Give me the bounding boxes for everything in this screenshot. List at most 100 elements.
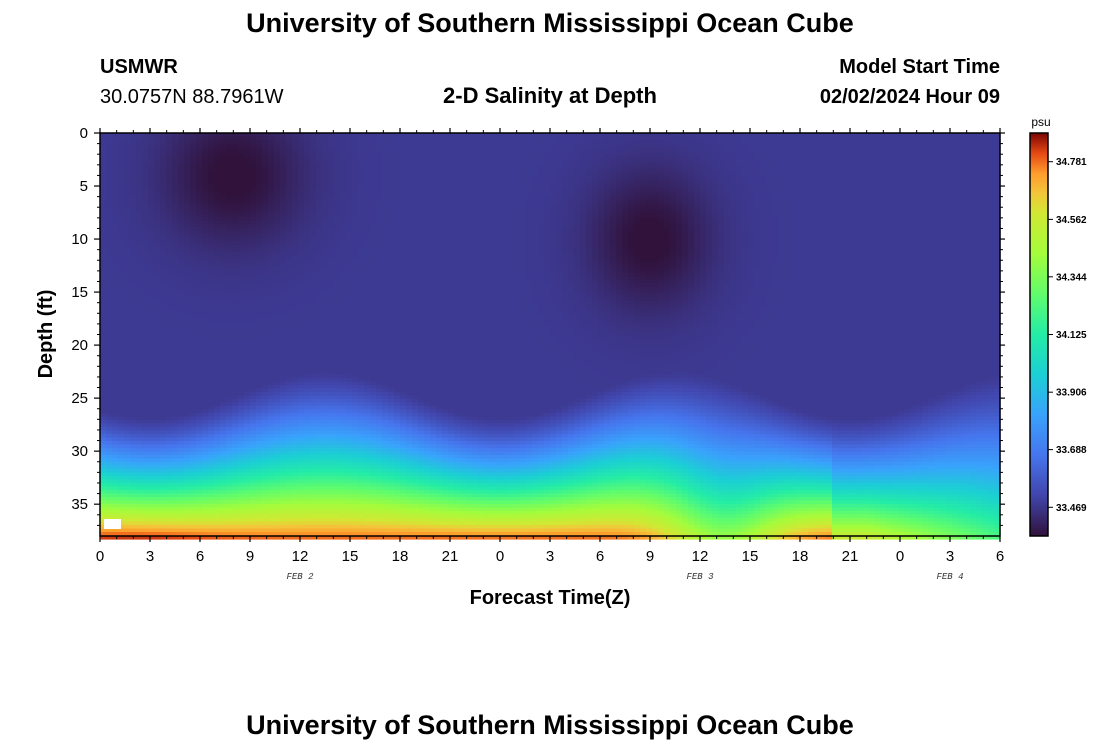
heatmap-cell <box>244 150 251 155</box>
heatmap-cell <box>160 154 167 159</box>
heatmap-cell <box>232 241 239 246</box>
heatmap-cell <box>616 150 623 155</box>
heatmap-cell <box>196 175 203 180</box>
heatmap-cell <box>166 168 173 173</box>
heatmap-cell <box>706 224 713 229</box>
heatmap-cell <box>982 227 989 232</box>
heatmap-cell <box>550 196 557 201</box>
heatmap-cell <box>838 161 845 166</box>
heatmap-cell <box>166 171 173 176</box>
heatmap-cell <box>844 245 851 250</box>
heatmap-cell <box>394 157 401 162</box>
heatmap-cell <box>868 196 875 201</box>
heatmap-cell <box>520 147 527 152</box>
heatmap-cell <box>502 238 509 243</box>
heatmap-cell <box>418 245 425 250</box>
heatmap-cell <box>310 224 317 229</box>
heatmap-cell <box>538 164 545 169</box>
heatmap-cell <box>850 175 857 180</box>
heatmap-cell <box>916 161 923 166</box>
heatmap-cell <box>280 234 287 239</box>
heatmap-cell <box>184 182 191 187</box>
heatmap-cell <box>592 185 599 190</box>
model-start-label: Model Start Time <box>839 56 1000 78</box>
heatmap-cell <box>736 224 743 229</box>
heatmap-cell <box>148 199 155 204</box>
heatmap-cell <box>154 224 161 229</box>
heatmap-cell <box>592 133 599 138</box>
heatmap-cell <box>328 238 335 243</box>
heatmap-cell <box>958 203 965 208</box>
heatmap-cell <box>172 192 179 197</box>
heatmap-cell <box>646 182 653 187</box>
heatmap-cell <box>856 220 863 225</box>
heatmap-cell <box>436 203 443 208</box>
heatmap-cell <box>466 217 473 222</box>
heatmap-cell <box>424 154 431 159</box>
heatmap-cell <box>616 133 623 138</box>
heatmap-cell <box>136 168 143 173</box>
heatmap-cell <box>100 189 107 194</box>
heatmap-cell <box>100 171 107 176</box>
heatmap-cell <box>436 154 443 159</box>
heatmap-cell <box>220 217 227 222</box>
heatmap-cell <box>538 185 545 190</box>
heatmap-cell <box>688 136 695 141</box>
heatmap-cell <box>580 231 587 236</box>
heatmap-cell <box>796 178 803 183</box>
heatmap-cell <box>958 189 965 194</box>
heatmap-cell <box>646 189 653 194</box>
heatmap-cell <box>400 199 407 204</box>
heatmap-cell <box>658 210 665 215</box>
heatmap-cell <box>112 189 119 194</box>
heatmap-cell <box>718 164 725 169</box>
heatmap-cell <box>580 185 587 190</box>
heatmap-cell <box>832 206 839 211</box>
heatmap-cell <box>586 143 593 148</box>
heatmap-cell <box>370 210 377 215</box>
heatmap-cell <box>952 245 959 250</box>
heatmap-cell <box>898 227 905 232</box>
heatmap-cell <box>808 143 815 148</box>
heatmap-cell <box>406 206 413 211</box>
heatmap-cell <box>964 196 971 201</box>
heatmap-cell <box>700 136 707 141</box>
heatmap-cell <box>976 213 983 218</box>
heatmap-cell <box>538 154 545 159</box>
heatmap-cell <box>376 182 383 187</box>
heatmap-cell <box>526 245 533 250</box>
heatmap-cell <box>214 157 221 162</box>
heatmap-cell <box>988 182 995 187</box>
heatmap-cell <box>472 206 479 211</box>
heatmap-cell <box>988 150 995 155</box>
heatmap-cell <box>484 157 491 162</box>
heatmap-cell <box>298 203 305 208</box>
heatmap-cell <box>604 178 611 183</box>
heatmap-cell <box>514 213 521 218</box>
heatmap-cell <box>256 175 263 180</box>
heatmap-cell <box>478 192 485 197</box>
heatmap-cell <box>556 147 563 152</box>
heatmap-cell <box>142 231 149 236</box>
heatmap-cell <box>730 217 737 222</box>
heatmap-cell <box>886 157 893 162</box>
heatmap-cell <box>148 147 155 152</box>
heatmap-cell <box>262 178 269 183</box>
heatmap-cell <box>886 140 893 145</box>
heatmap-cell <box>790 241 797 246</box>
heatmap-cell <box>640 161 647 166</box>
heatmap-cell <box>712 133 719 138</box>
heatmap-cell <box>394 133 401 138</box>
heatmap-cell <box>940 161 947 166</box>
heatmap-cell <box>868 175 875 180</box>
heatmap-cell <box>784 199 791 204</box>
heatmap-cell <box>586 210 593 215</box>
heatmap-cell <box>862 164 869 169</box>
heatmap-cell <box>856 241 863 246</box>
heatmap-cell <box>322 147 329 152</box>
heatmap-cell <box>988 164 995 169</box>
heatmap-cell <box>880 213 887 218</box>
heatmap-cell <box>832 157 839 162</box>
heatmap-cell <box>424 168 431 173</box>
heatmap-cell <box>652 143 659 148</box>
